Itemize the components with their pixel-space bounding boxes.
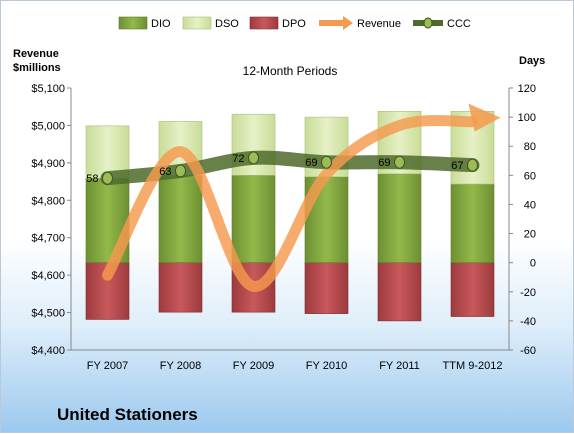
dpo-bar xyxy=(377,262,422,322)
ccc-point xyxy=(175,164,186,178)
dpo-bar xyxy=(85,262,130,320)
legend-label-dso: DSO xyxy=(215,18,239,30)
right-tick-label: 120 xyxy=(518,83,536,95)
ccc-point xyxy=(102,171,113,185)
ccc-data-label: 72 xyxy=(232,153,244,165)
dio-bar xyxy=(377,173,422,263)
ccc-data-label: 69 xyxy=(305,157,317,169)
right-tick-label: 80 xyxy=(524,141,536,153)
left-tick-label: $4,700 xyxy=(31,233,65,245)
legend-swatch-dpo xyxy=(249,16,279,30)
dio-bar xyxy=(450,183,495,263)
x-tick-label: TTM 9-2012 xyxy=(443,360,503,372)
dio-bar xyxy=(158,175,203,263)
legend-label-revenue: Revenue xyxy=(357,18,401,30)
company-name: United Stationers xyxy=(57,405,198,424)
x-tick-label: FY 2009 xyxy=(233,360,274,372)
right-tick-label: 100 xyxy=(518,112,536,124)
dpo-bar xyxy=(304,262,349,314)
right-axis-title: Days xyxy=(519,55,545,67)
left-axis-title: Revenue xyxy=(13,48,59,60)
right-tick-label: 20 xyxy=(524,229,536,241)
right-tick-label: -40 xyxy=(520,316,536,328)
right-tick-label: -60 xyxy=(520,345,536,357)
left-tick-label: $4,900 xyxy=(31,158,65,170)
x-tick-label: FY 2011 xyxy=(379,360,420,372)
revenue-line xyxy=(102,114,478,292)
ccc-point xyxy=(248,151,259,165)
left-tick-label: $4,600 xyxy=(31,270,65,282)
ccc-data-label: 67 xyxy=(451,160,463,172)
dpo-bar xyxy=(450,262,495,317)
chart-title: 12-Month Periods xyxy=(243,64,338,78)
x-tick-label: FY 2007 xyxy=(87,360,128,372)
ccc-data-label: 58 xyxy=(86,173,98,185)
left-tick-label: $4,400 xyxy=(31,345,65,357)
legend-label-ccc: CCC xyxy=(447,18,471,30)
revenue-arrowhead xyxy=(468,103,501,132)
left-axis-title-units: $millions xyxy=(13,62,61,74)
ccc-data-label: 69 xyxy=(378,157,390,169)
ccc-data-label: 63 xyxy=(159,166,171,178)
legend-label-dio: DIO xyxy=(151,18,171,30)
ccc-point xyxy=(467,158,478,172)
ccc-line xyxy=(100,150,480,186)
right-tick-label: -20 xyxy=(520,287,536,299)
legend-swatch-dio xyxy=(118,16,148,30)
legend-arrowhead-revenue xyxy=(343,16,353,30)
legend-label-dpo: DPO xyxy=(282,18,306,30)
x-tick-label: FY 2008 xyxy=(160,360,201,372)
right-tick-label: 0 xyxy=(530,258,536,270)
x-tick-label: FY 2010 xyxy=(306,360,347,372)
right-tick-label: 60 xyxy=(524,170,536,182)
ccc-point xyxy=(321,155,332,169)
dso-bar xyxy=(85,125,130,179)
left-tick-label: $4,800 xyxy=(31,195,65,207)
dpo-bar xyxy=(158,262,203,313)
dio-bar xyxy=(231,175,276,263)
ccc-point xyxy=(394,155,405,169)
left-tick-label: $5,000 xyxy=(31,120,65,132)
legend-marker-ccc xyxy=(423,17,433,29)
left-tick-label: $4,500 xyxy=(31,308,65,320)
legend-swatch-dso xyxy=(182,16,212,30)
right-tick-label: 40 xyxy=(524,199,536,211)
left-tick-label: $5,100 xyxy=(31,83,65,95)
